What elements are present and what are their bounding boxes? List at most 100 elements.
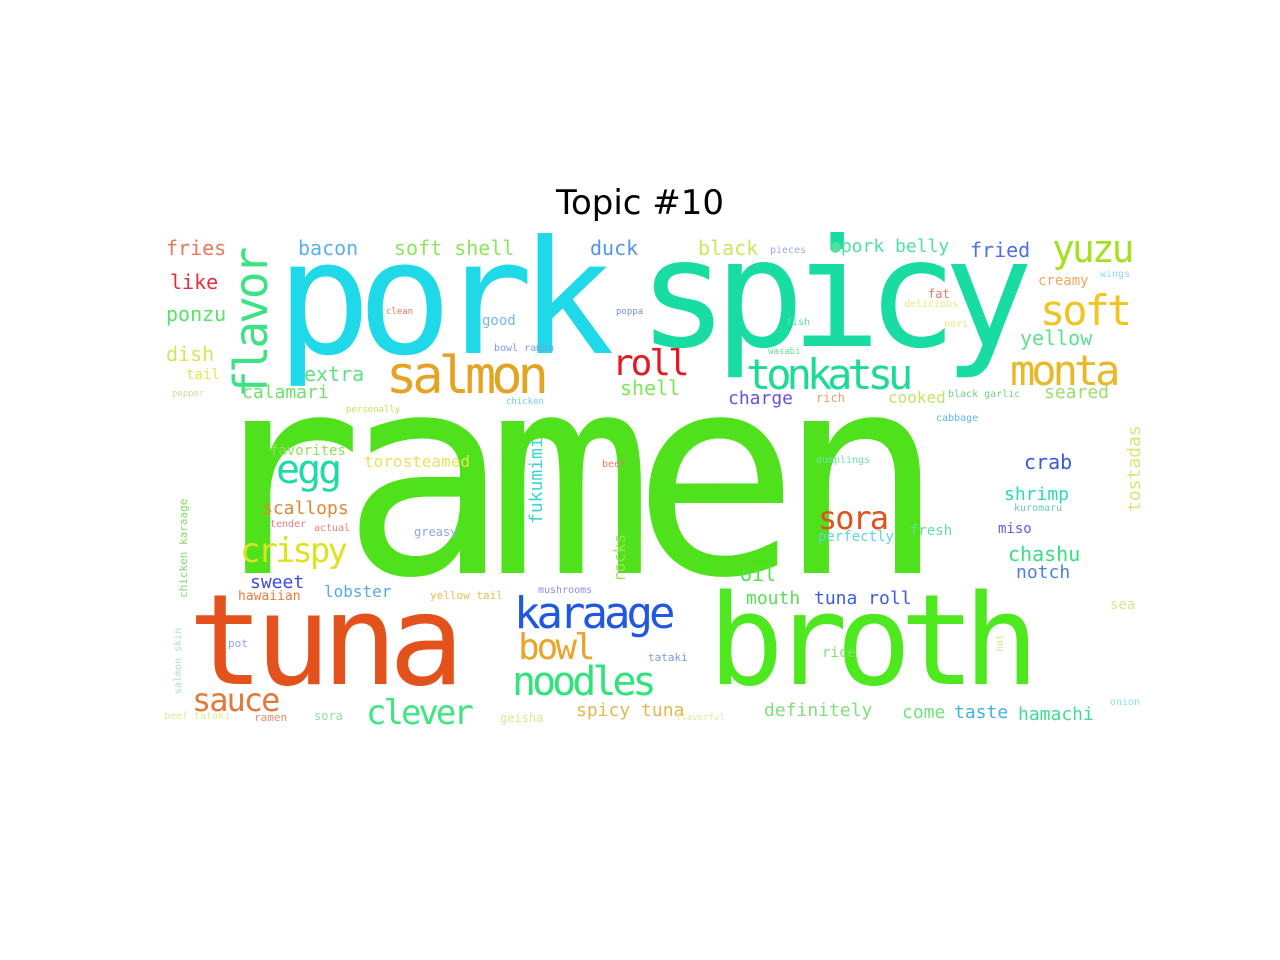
word-mouth: mouth (746, 588, 801, 609)
word-bacon: bacon (298, 236, 359, 260)
word-tonkatsu: tonkatsu (746, 350, 913, 399)
word-wasabi: wasabi (768, 347, 801, 357)
word-ramen-small: ramen (254, 711, 288, 724)
word-extra: extra (304, 362, 365, 386)
word-yuzu: yuzu (1052, 232, 1134, 271)
word-kuromaru: kuromaru (1014, 503, 1063, 514)
word-like: like (170, 270, 219, 294)
word-flavorful: flavorful (676, 713, 725, 723)
word-sora-small: sora (314, 709, 343, 723)
word-delicious: delicious (904, 299, 959, 310)
word-good: good (482, 313, 516, 329)
word-crab: crab (1024, 450, 1073, 474)
word-tuna: tuna (188, 567, 464, 714)
word-beef: beef (602, 459, 627, 470)
word-hamachi: hamachi (1018, 704, 1094, 725)
word-clever: clever (366, 693, 474, 728)
word-sauce: sauce (192, 681, 280, 719)
word-crispy: crispy (240, 531, 348, 571)
word-yellow: yellow (1020, 326, 1093, 350)
word-fish: fish (786, 317, 811, 328)
word-rich: rich (816, 391, 845, 405)
word-hawaiian: hawaiian (238, 589, 301, 604)
word-calamari: calamari (242, 382, 329, 403)
word-broth: broth (708, 567, 1039, 714)
word-chicken: chicken (506, 397, 544, 407)
word-soft: soft (1040, 286, 1132, 335)
word-sweet: sweet (250, 572, 305, 593)
word-duck: duck (590, 236, 639, 260)
word-salmon: salmon (386, 346, 549, 406)
word-shell: shell (620, 376, 681, 400)
chart-title: Topic #10 (555, 183, 725, 223)
word-definitely: definitely (764, 700, 873, 721)
word-seared: seared (1044, 382, 1110, 403)
word-charge: charge (728, 388, 794, 409)
word-bowl: bowl (518, 627, 596, 668)
word-tostadas: tostadas (1124, 425, 1145, 512)
word-onion: onion (1110, 697, 1141, 708)
word-cabbage: cabbage (936, 413, 979, 424)
word-geisha: geisha (500, 711, 544, 725)
word-pork: pork (276, 232, 614, 391)
word-perfectly: perfectly (818, 529, 894, 545)
word-bowl-ramen: bowl ramen (494, 343, 555, 354)
word-dumplings: dumplings (816, 455, 871, 466)
word-spicy: spicy (638, 232, 1034, 382)
word-sea: sea (1110, 597, 1136, 613)
word-roll: roll (612, 343, 690, 384)
word-pork-belly: ●pork belly (830, 236, 950, 257)
word-black-garlic: black garlic (948, 389, 1021, 400)
word-yellow-tail: yellow tail (430, 589, 503, 602)
word-taste: taste (954, 702, 1009, 723)
word-pepper: pepper (172, 389, 205, 399)
word-tataki: tataki (648, 651, 688, 664)
word-karaage: karaage (514, 588, 675, 639)
word-fries: fries (166, 236, 227, 260)
word-tail: tail (186, 367, 220, 383)
word-flavor: flavor (224, 249, 278, 398)
word-salmon-skin: salmon skin (173, 627, 184, 694)
word-ramen: ramen (196, 315, 945, 639)
word-chicken-karaage: chicken karaage (177, 498, 190, 598)
word-shrimp: shrimp (1004, 484, 1070, 505)
word-scallops: scallops (262, 498, 349, 519)
word-notch: notch (1016, 562, 1071, 583)
word-wings: wings (1100, 269, 1131, 280)
word-favorites: favorites (270, 443, 346, 459)
word-cooked: cooked (888, 388, 946, 407)
word-chashu: chashu (1008, 542, 1081, 566)
word-poppa: poppa (616, 307, 644, 317)
word-nori: nori (944, 319, 969, 330)
word-rice: rice (822, 645, 856, 661)
word-monta: monta (1010, 346, 1120, 395)
word-black: black (698, 236, 759, 260)
word-rocks: rocks (610, 533, 629, 582)
word-creamy: creamy (1038, 273, 1089, 289)
word-fresh: fresh (910, 523, 953, 539)
word-hot: hot (995, 633, 1006, 652)
word-pieces: pieces (770, 245, 807, 256)
word-fat: fat (928, 287, 950, 301)
word-fukumimi: fukumimi (526, 437, 547, 524)
word-noodles: noodles (512, 659, 657, 705)
word-oil: oil (740, 562, 777, 586)
word-cloud: ramen pork spicy tuna broth salmon tonka… (160, 232, 1150, 728)
word-sora: sora (818, 499, 889, 537)
word-dish: dish (166, 342, 215, 366)
word-come: come (902, 702, 946, 723)
word-tuna-roll: tuna roll (814, 588, 912, 609)
word-egg: egg (276, 447, 342, 493)
word-fried: fried (970, 238, 1031, 262)
word-spicy-tuna: spicy tuna (576, 700, 685, 721)
word-lobster: lobster (324, 582, 392, 601)
word-tender: tender (270, 519, 307, 530)
word-miso: miso (998, 521, 1032, 537)
word-soft-shell: soft shell (394, 236, 515, 260)
word-torosteamed: torosteamed (364, 452, 470, 471)
word-personally: personally (346, 405, 401, 415)
word-clean: clean (386, 307, 414, 317)
word-mushrooms: mushrooms (538, 585, 593, 596)
word-beef-tataki: beef tataki (164, 711, 231, 722)
word-actual: actual (314, 523, 351, 534)
